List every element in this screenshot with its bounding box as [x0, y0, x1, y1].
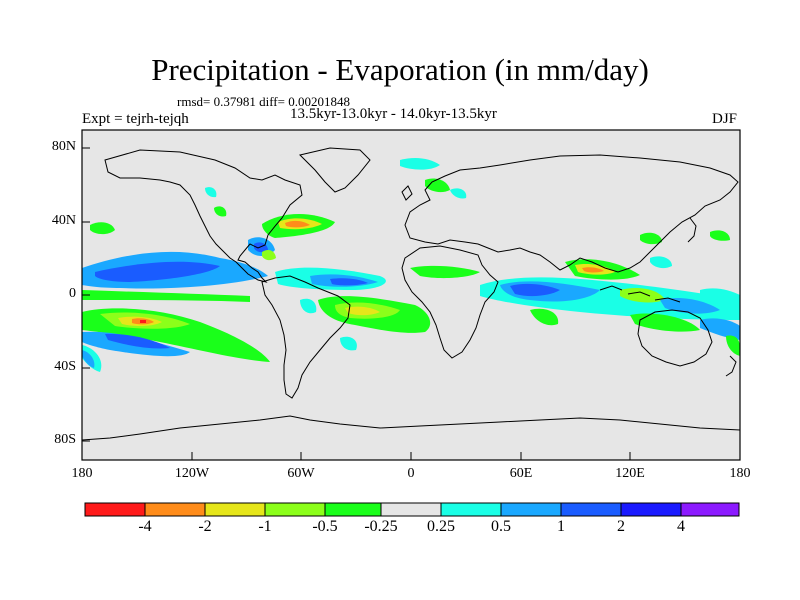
lat-label-80s: 80S	[54, 432, 76, 447]
west-pacific-yellow	[620, 288, 665, 303]
colorbar-swatch	[325, 503, 381, 516]
colorbar-swatch	[501, 503, 561, 516]
colorbar-label: 4	[677, 518, 685, 535]
africa-coast	[401, 245, 499, 359]
greenland-coast	[299, 147, 371, 193]
asia-east-cyan	[650, 256, 672, 269]
colorbar-label: 0.5	[491, 518, 511, 535]
lon-label-180w: 180	[71, 466, 93, 481]
plot-title: Precipitation - Evaporation (in mm/day)	[151, 52, 649, 87]
colorbar-label: -1	[258, 518, 272, 535]
colorbar-label: 0.25	[427, 518, 455, 535]
pacific-sw-blue	[82, 350, 95, 368]
spcz-core-red	[140, 320, 146, 323]
japan-coast	[687, 217, 697, 243]
east-africa-green	[530, 308, 559, 326]
south-america-cyan	[300, 298, 317, 314]
lon-label-120w: 120W	[174, 466, 210, 481]
east-pacific-cyan	[700, 288, 740, 308]
lon-label-0: 0	[407, 466, 415, 481]
mediterranean-green	[410, 265, 480, 279]
east-au-green	[726, 335, 740, 356]
us-east-yellow	[262, 250, 276, 261]
colorbar-swatch	[681, 503, 739, 516]
anomaly-field	[82, 157, 740, 372]
lat-label-40n: 40N	[51, 213, 76, 228]
colorbar-frame	[84, 502, 740, 517]
indonesia-islands	[599, 285, 681, 303]
europe-green	[425, 178, 450, 193]
north-pacific-green	[90, 222, 115, 235]
season-label: DJF	[712, 111, 738, 127]
europe-cyan	[450, 188, 467, 199]
lon-label-120e: 120E	[615, 466, 645, 481]
colorbar-label: 2	[617, 518, 625, 535]
lon-label-180e: 180	[729, 466, 751, 481]
na-west-cyan	[205, 187, 217, 198]
lat-label-0: 0	[69, 286, 76, 301]
colorbar-swatch	[621, 503, 681, 516]
maritime-continent-orange	[582, 267, 604, 273]
south-america-south-cyan	[340, 336, 357, 351]
gulf-stream-orange	[285, 220, 310, 228]
colorbar-swatch	[561, 503, 621, 516]
colorbar-swatch	[205, 503, 265, 516]
west-pacific-green	[630, 313, 700, 332]
colorbar	[84, 502, 740, 517]
lat-label-40s: 40S	[54, 359, 76, 374]
colorbar-swatch	[441, 503, 501, 516]
colorbar-label: 1	[557, 518, 565, 535]
colorbar-label: -0.5	[312, 518, 338, 535]
colorbar-swatch	[145, 503, 205, 516]
colorbar-label: -4	[138, 518, 152, 535]
south-pacific-blue	[700, 318, 740, 340]
colorbar-swatch	[85, 503, 145, 516]
north-america-coast	[104, 149, 303, 283]
uk-coast	[401, 185, 413, 201]
lat-label-80n: 80N	[51, 139, 76, 154]
australia-north-blue	[660, 298, 720, 314]
atlantic-itcz-deepblue	[330, 278, 368, 286]
lon-label-60w: 60W	[287, 466, 315, 481]
australia-coast	[637, 309, 713, 367]
nw-pacific-green	[710, 230, 730, 241]
new-zealand-coast	[725, 355, 737, 377]
asia-east-green	[640, 232, 662, 245]
eurasia-coast	[404, 154, 739, 273]
na-south-green	[214, 206, 227, 217]
pacific-itcz-core	[95, 261, 220, 282]
atlantic-south-core	[345, 306, 380, 316]
colorbar-label: -0.25	[364, 518, 398, 535]
colorbar-swatch	[381, 503, 441, 516]
north-atlantic-cyan	[400, 157, 440, 170]
period-label: 13.5kyr-13.0kyr - 14.0kyr-13.5kyr	[290, 106, 497, 122]
indian-ocean-deepblue	[510, 283, 560, 297]
south-america-coast	[261, 275, 351, 399]
pacific-equator-green	[82, 290, 250, 302]
stats-text: rmsd= 0.37981 diff= 0.00201848	[177, 94, 350, 109]
axis-ticks	[81, 147, 741, 460]
colorbar-swatch	[265, 503, 325, 516]
experiment-label: Expt = tejrh-tejqh	[82, 111, 189, 127]
colorbar-label: -2	[198, 518, 212, 535]
lon-label-60e: 60E	[509, 466, 533, 481]
coastlines	[82, 147, 740, 441]
antarctica-coast	[82, 415, 740, 441]
pacific-south-deepblue	[105, 333, 170, 349]
